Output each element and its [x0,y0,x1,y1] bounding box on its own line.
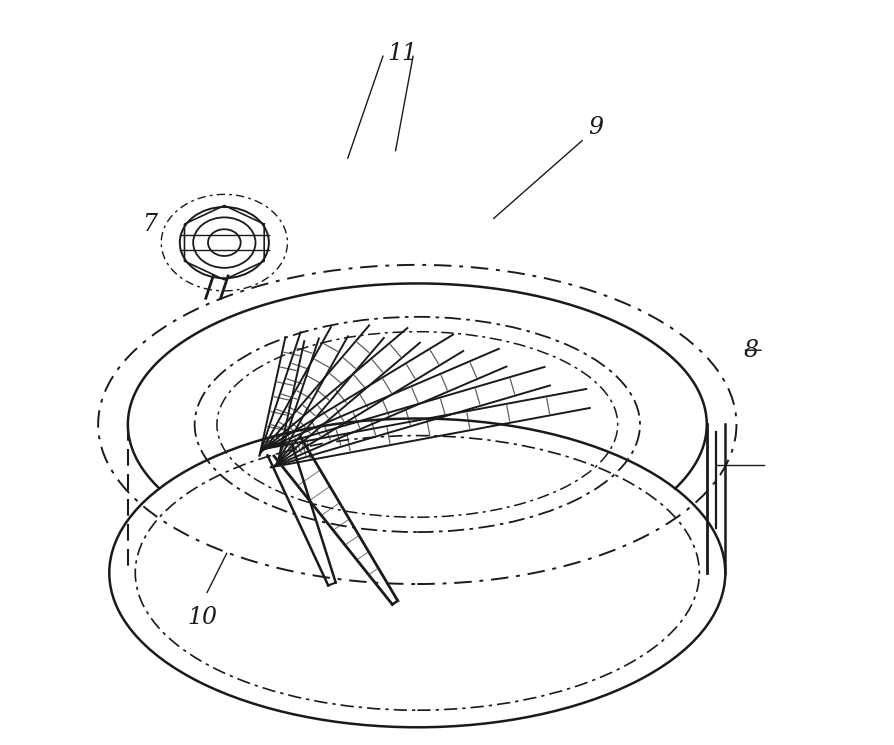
Text: 7: 7 [143,212,157,235]
Text: 9: 9 [588,116,603,139]
Text: 11: 11 [387,42,417,65]
Text: 10: 10 [187,606,217,629]
Text: 8: 8 [744,339,759,362]
